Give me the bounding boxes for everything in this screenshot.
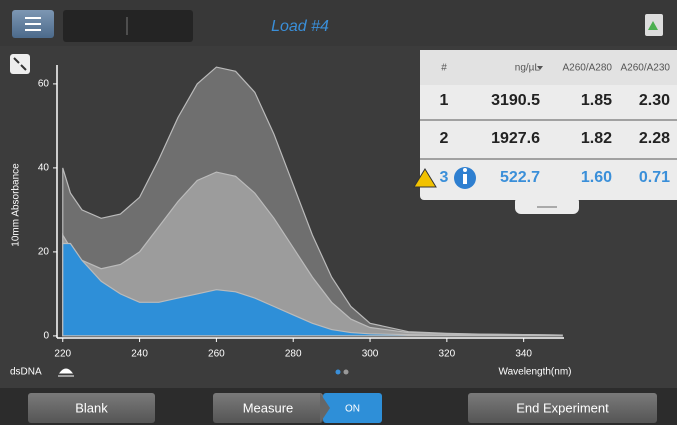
y-tick-label: 60 xyxy=(38,79,50,90)
x-tick-label: 300 xyxy=(362,349,379,360)
sample-type: dsDNA xyxy=(10,367,42,378)
app-icon[interactable] xyxy=(645,14,663,36)
footer-button[interactable] xyxy=(213,393,323,423)
footer-button[interactable] xyxy=(28,393,155,423)
x-axis-label: Wavelength(nm) xyxy=(499,367,572,378)
button-label: Blank xyxy=(75,400,108,415)
results-header xyxy=(420,50,677,85)
load-title: Load #4 xyxy=(271,18,329,35)
column-header: A260/A230 xyxy=(621,63,671,74)
sort-arrow xyxy=(537,66,543,70)
cell[interactable]: 1 xyxy=(440,92,449,109)
x-tick-label: 280 xyxy=(285,349,302,360)
y-axis-label: 10mm Absorbance xyxy=(11,163,22,247)
page-dot xyxy=(343,369,349,375)
button-label: Measure xyxy=(243,400,294,415)
cell: 1.82 xyxy=(581,130,612,147)
cell: 2.28 xyxy=(639,130,670,147)
column-header: # xyxy=(441,63,447,74)
cell: 3190.5 xyxy=(491,92,540,109)
x-tick-label: 260 xyxy=(208,349,225,360)
cell: 1.60 xyxy=(581,169,612,186)
panel-handle[interactable] xyxy=(515,196,579,214)
info-glyph-dot xyxy=(463,168,467,172)
column-header[interactable]: A260/A280 xyxy=(563,63,613,74)
cell: 1.85 xyxy=(581,92,612,109)
menu-icon xyxy=(25,17,41,31)
cell[interactable]: 3 xyxy=(440,169,449,186)
expand-icon xyxy=(13,57,27,71)
cell: 0.71 xyxy=(639,169,670,186)
page-dot xyxy=(335,369,341,375)
sample-icon xyxy=(58,368,74,377)
button-label: ON xyxy=(345,404,360,415)
toggle-arrow xyxy=(320,393,330,423)
y-tick-label: 20 xyxy=(38,247,50,258)
results-panel xyxy=(420,50,677,200)
x-tick-label: 240 xyxy=(131,349,148,360)
info-glyph xyxy=(463,174,467,184)
expand-button[interactable] xyxy=(10,54,30,74)
cell: 522.7 xyxy=(500,169,540,186)
button-label: End Experiment xyxy=(516,400,609,415)
area xyxy=(62,242,563,337)
cell: 2.30 xyxy=(639,92,670,109)
y-tick-label: 40 xyxy=(38,163,50,174)
column-header: ng/µL xyxy=(515,63,541,74)
warning-icon xyxy=(413,168,437,188)
cell[interactable]: 2 xyxy=(440,130,449,147)
footer-button[interactable] xyxy=(323,393,382,423)
x-tick-label: 220 xyxy=(54,349,71,360)
cell: 1927.6 xyxy=(491,130,540,147)
y-tick-label: 0 xyxy=(43,331,49,342)
x-tick-label: 320 xyxy=(439,349,456,360)
footer-button[interactable] xyxy=(468,393,657,423)
segment-box[interactable] xyxy=(63,10,193,42)
x-tick-label: 340 xyxy=(515,349,532,360)
